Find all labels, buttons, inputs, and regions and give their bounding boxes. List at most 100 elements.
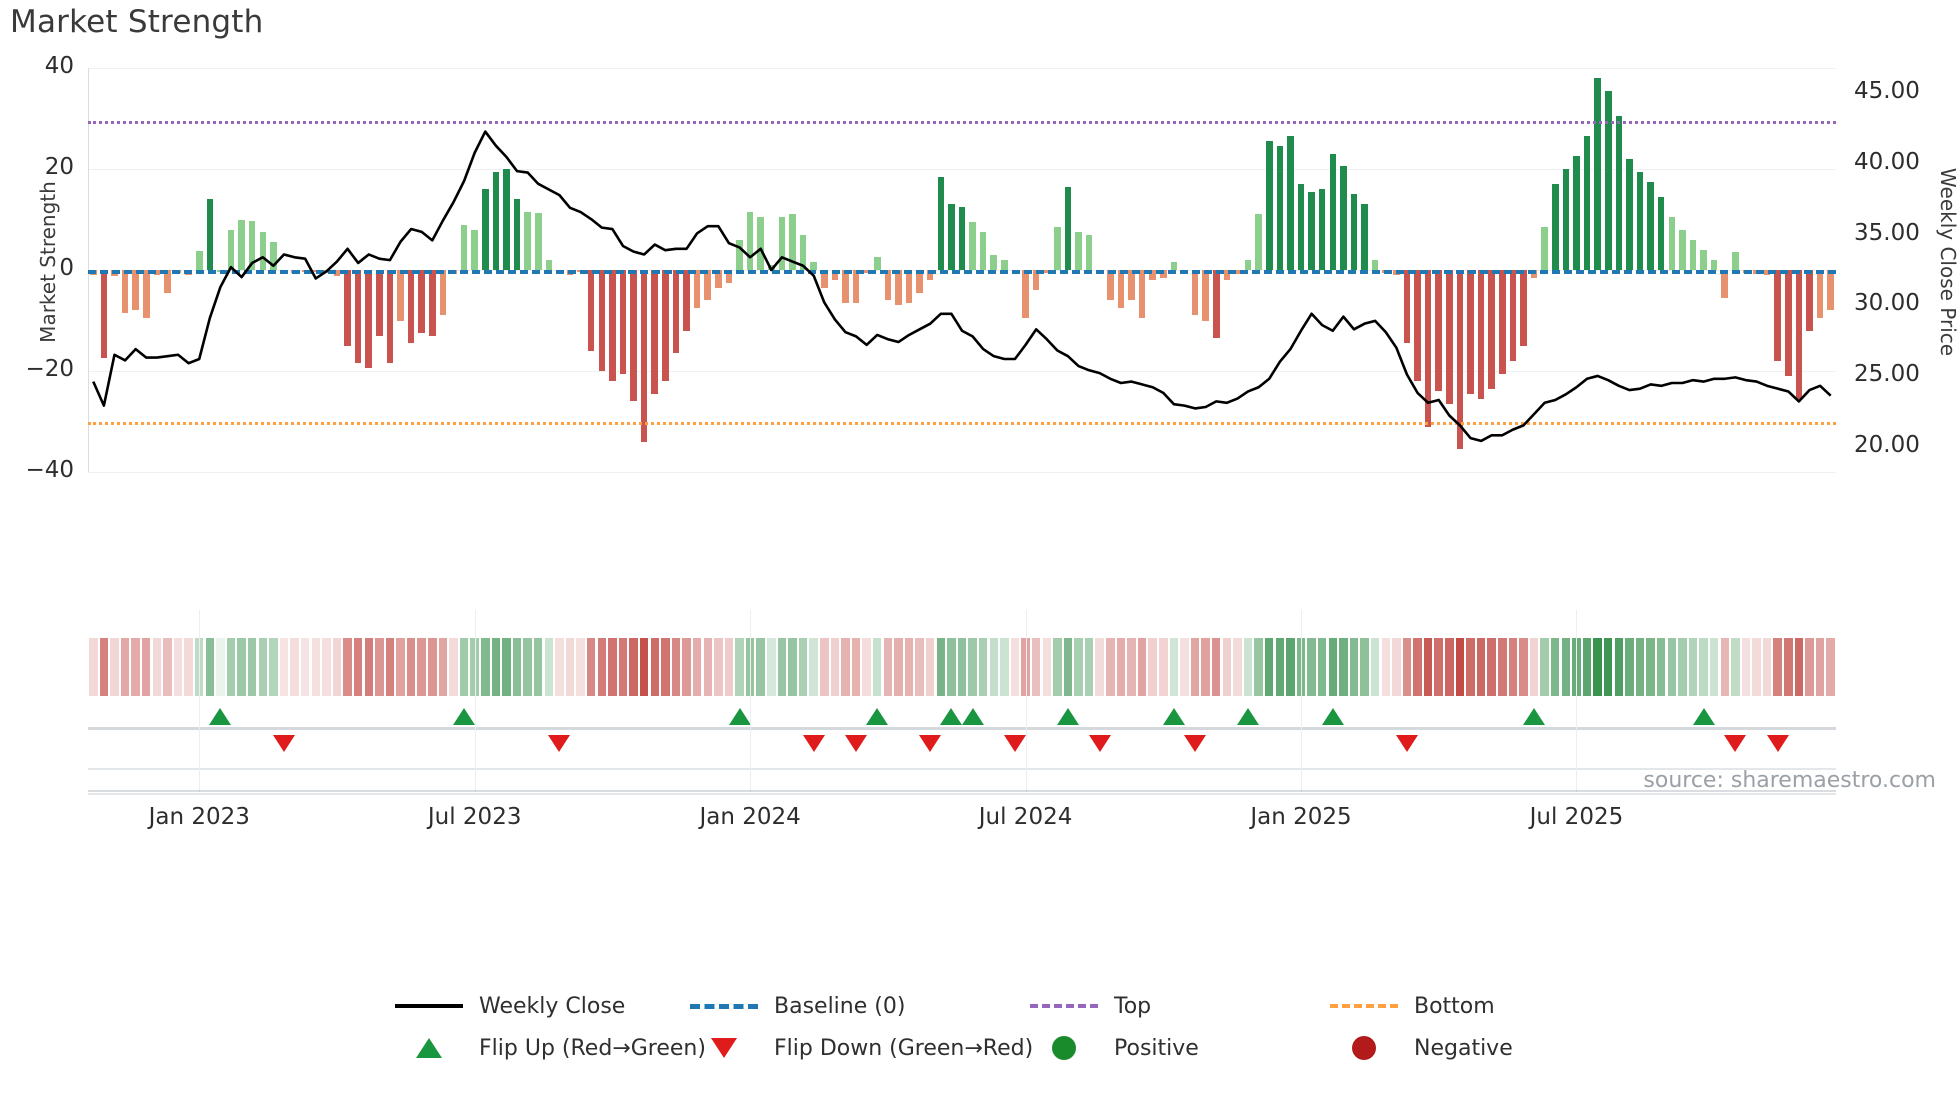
y-axis-right-tick: 40.00 (1854, 149, 1920, 176)
strength-bar (842, 270, 849, 303)
heatmap-cell (428, 638, 437, 696)
heatmap-cell (1603, 638, 1613, 696)
heatmap-cell (756, 638, 765, 696)
legend-item-bottom[interactable]: Bottom (1330, 993, 1495, 1019)
strength-bar (439, 270, 447, 316)
legend-item-top[interactable]: Top (1030, 993, 1151, 1019)
heatmap-cell (1307, 638, 1316, 696)
heatmap-cell (968, 638, 977, 696)
flip-up-marker-icon (1056, 708, 1079, 725)
legend-item-positive[interactable]: Positive (1030, 1035, 1199, 1061)
flip-down-marker-icon (1003, 735, 1026, 752)
strength-bar (206, 199, 214, 270)
strength-bar (1075, 232, 1082, 270)
heatmap-cell (311, 638, 320, 696)
heatmap-cell (1148, 638, 1157, 696)
strength-bar (1732, 252, 1739, 270)
strength-bar (1308, 191, 1315, 270)
heatmap-cell (1413, 638, 1422, 696)
heatmap-cell (523, 638, 532, 696)
heatmap-cell (1731, 638, 1740, 696)
strength-bar (1774, 270, 1781, 361)
heatmap-cell (375, 638, 384, 696)
heatmap-cell (364, 638, 373, 696)
strength-bar (1827, 270, 1834, 311)
heatmap-cell (1127, 638, 1136, 696)
heatmap-cell (491, 638, 501, 696)
strength-bar (1541, 227, 1548, 270)
strength-bar (1032, 270, 1040, 291)
heatmap-cell (1445, 638, 1454, 696)
gridline (88, 371, 1836, 372)
strength-bar (746, 211, 754, 270)
legend-item-baseline-0[interactable]: Baseline (0) (690, 993, 905, 1019)
strength-bar (407, 270, 415, 344)
page-title: Market Strength (10, 4, 264, 40)
panel-vertical-guide (750, 610, 752, 790)
heatmap-cell (629, 638, 638, 696)
heatmap-cell (1095, 638, 1104, 696)
heatmap-cell (1826, 638, 1835, 696)
heatmap-cell (1508, 638, 1518, 696)
heatmap-cell (830, 638, 840, 696)
heatmap-cell (1042, 638, 1051, 696)
heatmap-cell (1741, 638, 1751, 696)
strength-bar (1477, 270, 1485, 399)
strength-bar (873, 257, 881, 270)
strength-bar (259, 232, 267, 270)
strength-bar (1350, 194, 1358, 270)
heatmap-cell (692, 638, 702, 696)
heatmap-cell (1116, 638, 1126, 696)
legend-item-weekly-close[interactable]: Weekly Close (395, 993, 625, 1019)
heatmap-cell (1540, 638, 1549, 696)
strength-bar (545, 259, 553, 270)
heatmap-cell (1709, 638, 1719, 696)
x-axis-tick-label: Jul 2024 (978, 804, 1073, 830)
strength-bar (1191, 270, 1199, 316)
strength-bar (693, 270, 701, 308)
heatmap-cell (1656, 638, 1666, 696)
heatmap-cell (1699, 638, 1708, 696)
flip-down-marker-icon (272, 735, 295, 752)
strength-bar (672, 270, 680, 354)
panel-vertical-guide (199, 610, 201, 790)
dashed-line-icon (690, 993, 758, 1019)
y-axis-right-tick: 45.00 (1854, 78, 1920, 105)
heatmap-cell (1243, 638, 1253, 696)
legend-row: Weekly Close Baseline (0) Top Bottom (0, 985, 1960, 1027)
strength-bar (1403, 270, 1411, 344)
strength-bar (513, 199, 521, 270)
reference-line-bottom (88, 421, 1836, 425)
heatmap-cell (1264, 638, 1274, 696)
strength-bar (238, 219, 245, 270)
heatmap-cell (1794, 638, 1804, 696)
heatmap-cell (894, 638, 903, 696)
flip-up-marker-icon (728, 708, 751, 725)
heatmap-cell (1084, 638, 1094, 696)
legend-item-flip-down-green-red[interactable]: Flip Down (Green→Red) (690, 1035, 1033, 1061)
strength-bar (895, 270, 902, 306)
y-axis-left-tick: 20 (44, 154, 74, 180)
heatmap-cell (1402, 638, 1412, 696)
strength-bar (630, 270, 637, 402)
strength-bar (1128, 270, 1135, 301)
strength-bar (1064, 186, 1072, 270)
legend-item-negative[interactable]: Negative (1330, 1035, 1513, 1061)
heatmap-cell (576, 638, 585, 696)
heatmap-cell (1582, 638, 1592, 696)
legend-label: Bottom (1414, 993, 1495, 1019)
heatmap-cell (851, 638, 861, 696)
gridline (88, 68, 1836, 69)
heatmap-cell (332, 638, 342, 696)
legend-item-flip-up-red-green[interactable]: Flip Up (Red→Green) (395, 1035, 706, 1061)
heatmap-cell (1254, 638, 1263, 696)
strength-bar (810, 262, 817, 270)
gridline (88, 169, 1836, 170)
strength-bar (619, 270, 627, 374)
flip-up-marker-icon (1692, 708, 1715, 725)
heatmap-cell (142, 638, 151, 696)
heatmap-cell (1625, 638, 1634, 696)
heatmap-cell (300, 638, 310, 696)
strength-bar (344, 270, 351, 346)
